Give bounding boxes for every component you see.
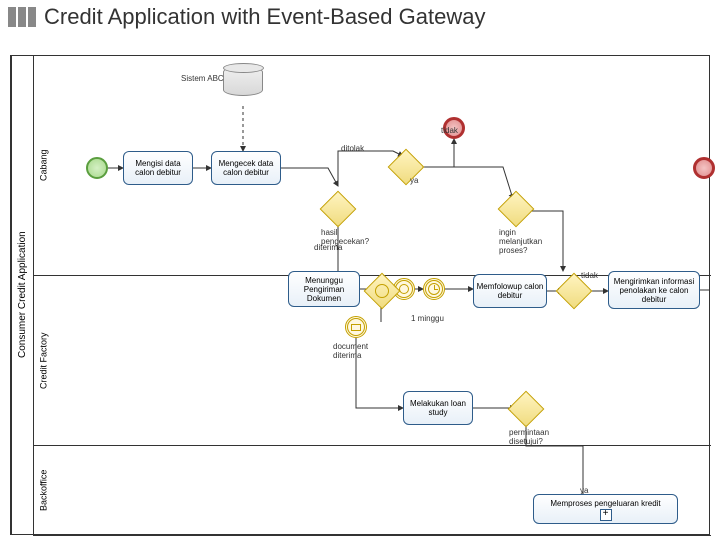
task-t3: Menunggu Pengiriman Dokumen xyxy=(288,271,360,307)
lane-label: Credit Factory xyxy=(33,276,53,445)
page-title: Credit Application with Event-Based Gate… xyxy=(44,4,485,30)
bpmn-pool: Consumer Credit Application CabangCredit… xyxy=(10,55,710,535)
gateway-g1 xyxy=(320,191,357,228)
flow-label: diterima xyxy=(314,243,342,252)
slide-icon xyxy=(8,7,36,27)
intermediate-event-4 xyxy=(423,278,445,300)
datastore-label: Sistem ABC xyxy=(181,74,224,83)
lane-label: Backoffice xyxy=(33,446,53,535)
flow-label: ya xyxy=(410,176,418,185)
flow-label: ditolak xyxy=(341,144,364,153)
task-t4: Memfolowup calon debitur xyxy=(473,274,547,308)
intermediate-event-5 xyxy=(345,316,367,338)
lane-label: Cabang xyxy=(33,56,53,275)
datastore-icon xyxy=(223,66,263,96)
task-t6: Melakukan loan study xyxy=(403,391,473,425)
flow-label: tidak xyxy=(581,271,598,280)
pool-label: Consumer Credit Application xyxy=(11,56,33,534)
subprocess: Memproses pengeluaran kredit xyxy=(533,494,678,524)
gateway-g-event xyxy=(364,273,401,310)
task-t5: Mengirimkan informasi penolakan ke calon… xyxy=(608,271,700,309)
gateway-g2 xyxy=(388,149,425,186)
gateway-label: permintaan disetujui? xyxy=(509,428,549,446)
task-t2: Mengecek data calon debitur xyxy=(211,151,281,185)
task-t1: Mengisi data calon debitur xyxy=(123,151,193,185)
end-event-2 xyxy=(693,157,715,179)
flow-label: document diterima xyxy=(333,342,368,360)
start-event-0 xyxy=(86,157,108,179)
gateway-g3 xyxy=(498,191,535,228)
flow-label: tidak xyxy=(441,126,458,135)
gateway-g5 xyxy=(508,391,545,428)
gateway-label: ingin melanjutkan proses? xyxy=(499,228,542,255)
flow-label: 1 minggu xyxy=(411,314,444,323)
